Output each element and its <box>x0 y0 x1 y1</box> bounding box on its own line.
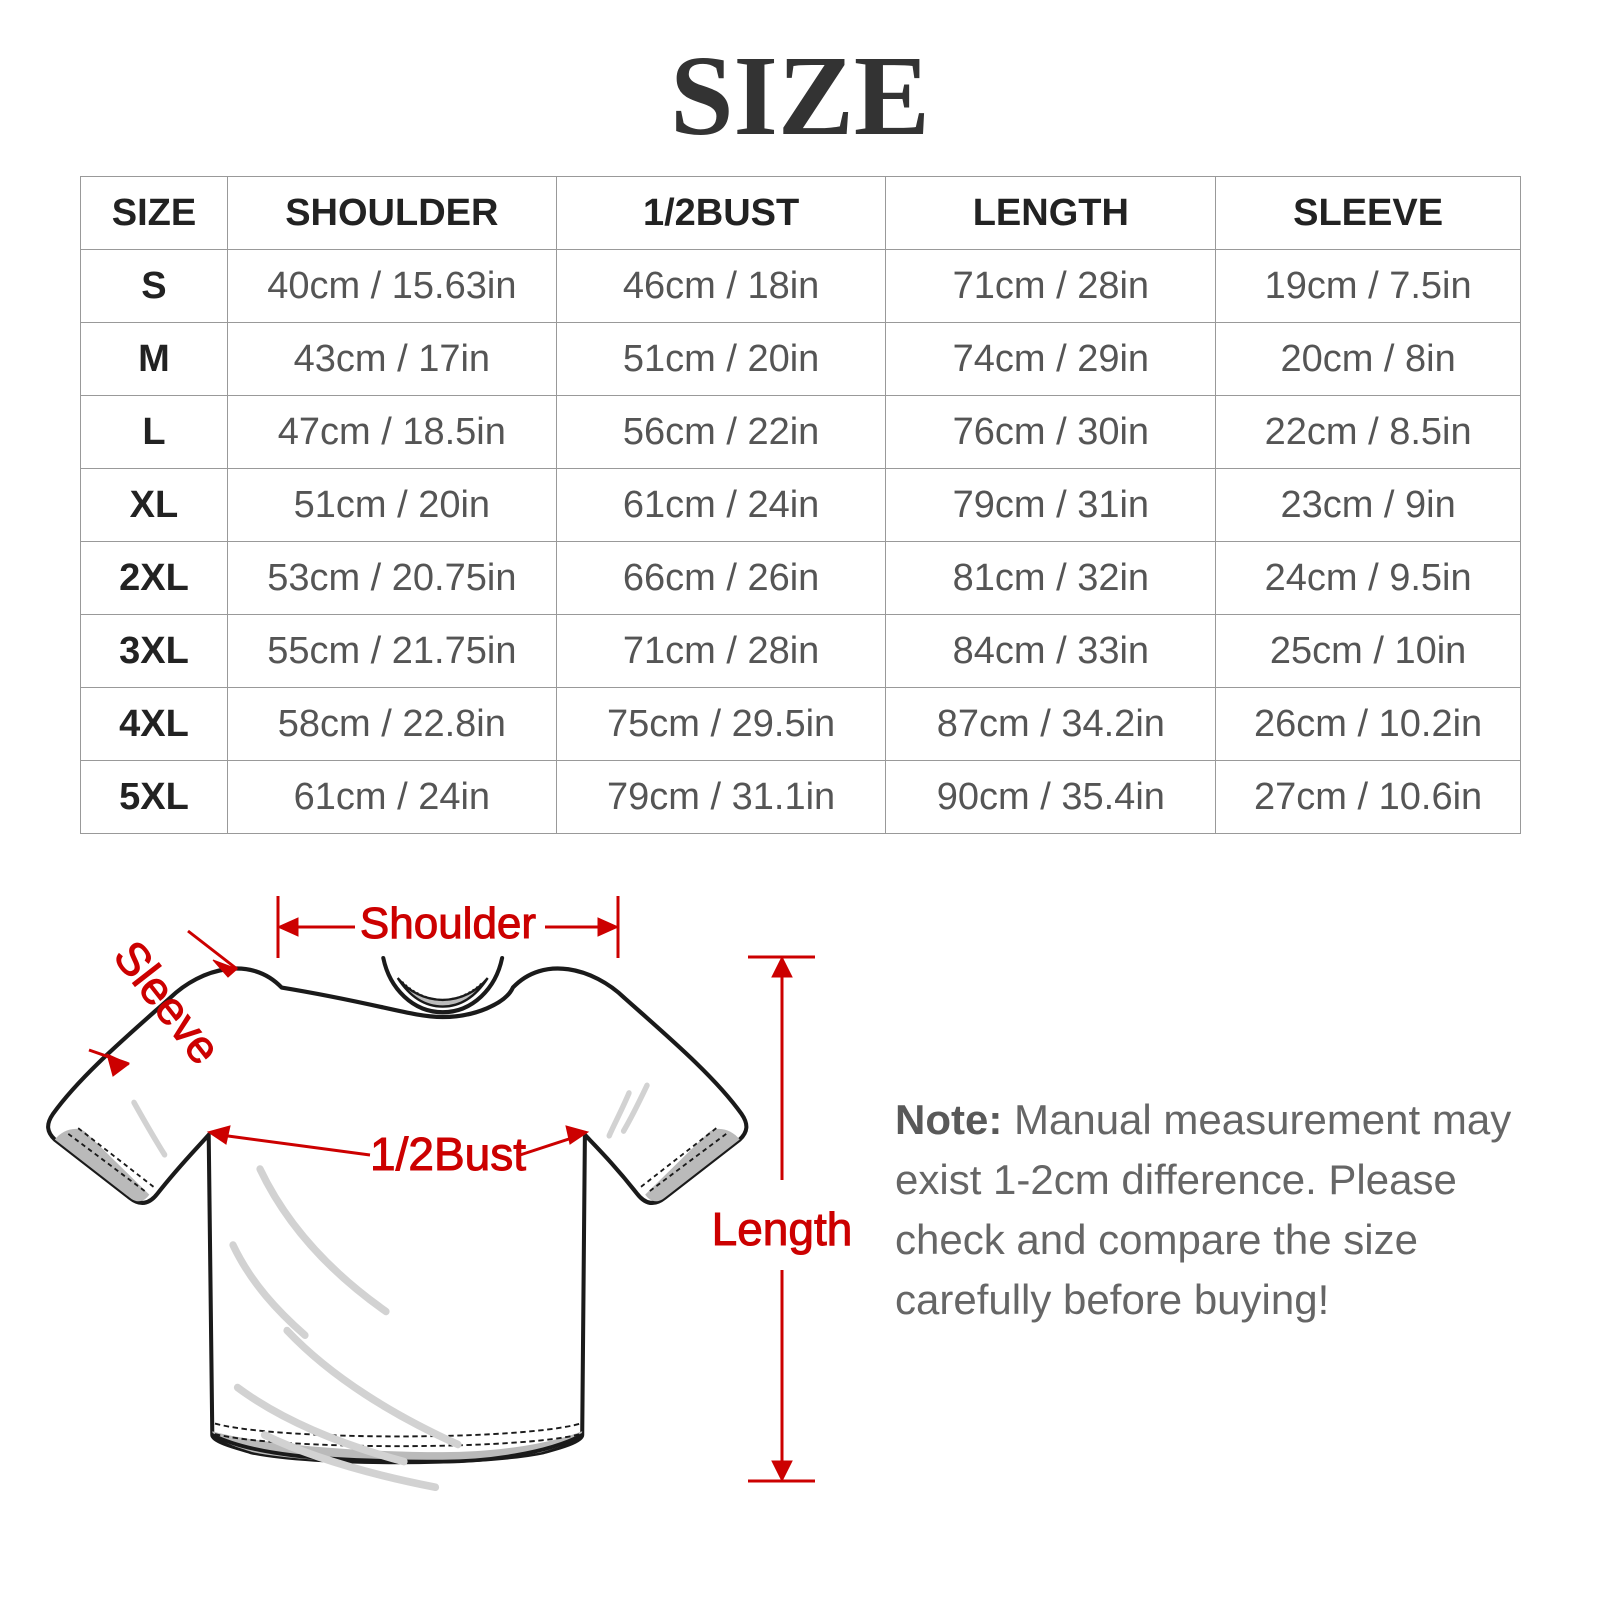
svg-text:Length: Length <box>712 1203 853 1255</box>
svg-text:1/2Bust: 1/2Bust <box>370 1128 526 1180</box>
svg-text:Shoulder: Shoulder <box>360 899 536 948</box>
